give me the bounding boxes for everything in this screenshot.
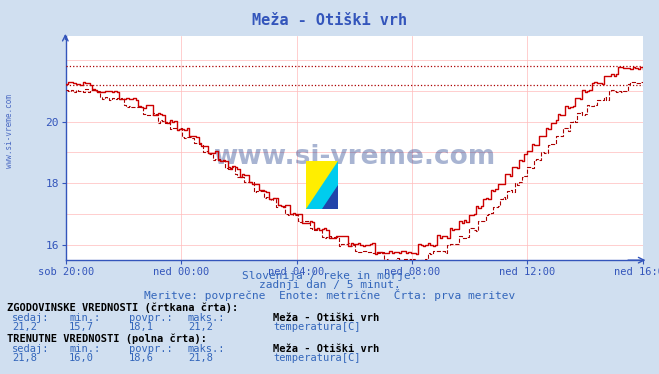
Text: sedaj:: sedaj:: [12, 344, 49, 354]
Text: Meža - Otiški vrh: Meža - Otiški vrh: [273, 344, 380, 354]
Text: 21,8: 21,8: [188, 353, 213, 364]
Text: zadnji dan / 5 minut.: zadnji dan / 5 minut.: [258, 280, 401, 290]
Text: sedaj:: sedaj:: [12, 313, 49, 323]
Text: povpr.:: povpr.:: [129, 313, 172, 323]
Polygon shape: [306, 161, 338, 209]
Text: Meritve: povprečne  Enote: metrične  Črta: prva meritev: Meritve: povprečne Enote: metrične Črta:…: [144, 289, 515, 301]
Text: ZGODOVINSKE VREDNOSTI (črtkana črta):: ZGODOVINSKE VREDNOSTI (črtkana črta):: [7, 303, 238, 313]
Text: povpr.:: povpr.:: [129, 344, 172, 354]
Text: Meža - Otiški vrh: Meža - Otiški vrh: [252, 13, 407, 28]
Text: 21,2: 21,2: [12, 322, 37, 332]
Polygon shape: [322, 185, 338, 209]
Text: min.:: min.:: [69, 344, 100, 354]
Text: 15,7: 15,7: [69, 322, 94, 332]
Text: www.si-vreme.com: www.si-vreme.com: [5, 94, 14, 168]
Text: Slovenija / reke in morje.: Slovenija / reke in morje.: [242, 271, 417, 281]
Text: 21,8: 21,8: [12, 353, 37, 364]
Text: 18,1: 18,1: [129, 322, 154, 332]
Text: www.si-vreme.com: www.si-vreme.com: [213, 144, 496, 170]
Polygon shape: [306, 161, 338, 209]
Text: 16,0: 16,0: [69, 353, 94, 364]
Text: temperatura[C]: temperatura[C]: [273, 353, 361, 364]
Text: maks.:: maks.:: [188, 313, 225, 323]
Text: 18,6: 18,6: [129, 353, 154, 364]
Text: temperatura[C]: temperatura[C]: [273, 322, 361, 332]
Text: 21,2: 21,2: [188, 322, 213, 332]
Text: min.:: min.:: [69, 313, 100, 323]
Text: maks.:: maks.:: [188, 344, 225, 354]
Text: TRENUTNE VREDNOSTI (polna črta):: TRENUTNE VREDNOSTI (polna črta):: [7, 334, 206, 344]
Text: Meža - Otiški vrh: Meža - Otiški vrh: [273, 313, 380, 323]
